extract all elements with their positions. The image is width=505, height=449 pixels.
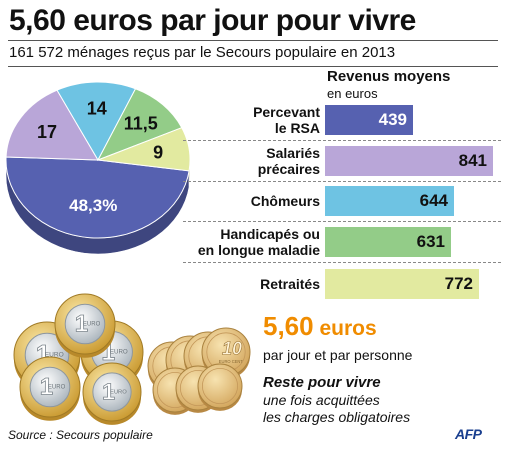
ten-cent-coin <box>197 363 243 411</box>
afp-logo: AFP <box>455 426 482 442</box>
reste-line-2: les charges obligatoires <box>263 409 411 425</box>
coin-digit: 1 <box>75 311 88 338</box>
page-subtitle: 161 572 ménages reçus par le Secours pop… <box>9 44 396 61</box>
pie-slice-label: 48,3% <box>69 196 117 215</box>
bar-category-label: Salariés précaires <box>257 145 320 177</box>
per-day-text: par jour et par personne <box>263 347 413 363</box>
pie-slice <box>5 89 99 161</box>
bar-separator <box>183 140 501 141</box>
coin-text: EURO <box>110 389 127 395</box>
reste-subtitle: une fois acquittées les charges obligato… <box>263 392 410 426</box>
revenue-bar: 841 <box>325 146 493 176</box>
bar-value-label: 772 <box>444 274 473 293</box>
bar-category-label: Chômeurs <box>250 193 320 209</box>
bar-separator <box>183 181 501 182</box>
subtitle-divider <box>8 66 498 67</box>
page-title: 5,60 euros par jour pour vivre <box>9 4 416 37</box>
pie-slice-label: 9 <box>153 143 163 163</box>
coin-digit: 1 <box>102 378 115 404</box>
coin-text: EURO <box>48 385 66 391</box>
coin-digit: 10 <box>222 338 242 358</box>
bar-value-label: 631 <box>416 232 445 251</box>
coin-digit: 1 <box>40 374 53 401</box>
source-note: Source : Secours populaire <box>8 428 153 442</box>
pie-slice <box>97 127 191 172</box>
coin-text: EURO <box>83 322 101 328</box>
coin-text: EURO <box>45 352 64 359</box>
pie-slice-label: 11,5 <box>124 113 158 133</box>
revenus-title: Revenus moyens <box>327 68 451 85</box>
pie-slice-label: 14 <box>87 99 107 119</box>
bar-separator <box>183 262 501 263</box>
amount-unit: euros <box>319 317 377 340</box>
coin-text: EURO CENT <box>219 359 244 364</box>
title-divider <box>8 40 498 41</box>
pie-slice <box>5 156 190 239</box>
pie-slice <box>56 81 137 162</box>
revenue-bar: 772 <box>325 269 479 299</box>
bar-category-label: Handicapés ou en longue maladie <box>197 226 320 258</box>
reste-line-1: une fois acquittées <box>263 392 380 408</box>
reste-title: Reste pour vivre <box>263 374 381 391</box>
amount-number: 5,60 <box>263 311 314 341</box>
coin-text: EURO <box>110 349 128 356</box>
bar-category-label: Retraités <box>260 276 320 292</box>
bar-category-label: Percevant le RSA <box>253 104 320 136</box>
revenus-unit: en euros <box>327 86 378 101</box>
bar-separator <box>183 221 501 222</box>
bar-value-label: 644 <box>419 191 448 210</box>
bar-value-label: 841 <box>458 151 487 170</box>
pie-slice-label: 17 <box>37 122 57 142</box>
revenue-bar: 644 <box>325 186 454 216</box>
revenue-bar: 439 <box>325 105 413 135</box>
bar-value-label: 439 <box>378 110 407 129</box>
revenue-bar: 631 <box>325 227 451 257</box>
household-pie-chart: 48,3% 17 14 11,5 9 <box>5 81 191 255</box>
pie-slice <box>96 88 183 161</box>
amount-callout: 5,60 euros <box>263 311 377 342</box>
